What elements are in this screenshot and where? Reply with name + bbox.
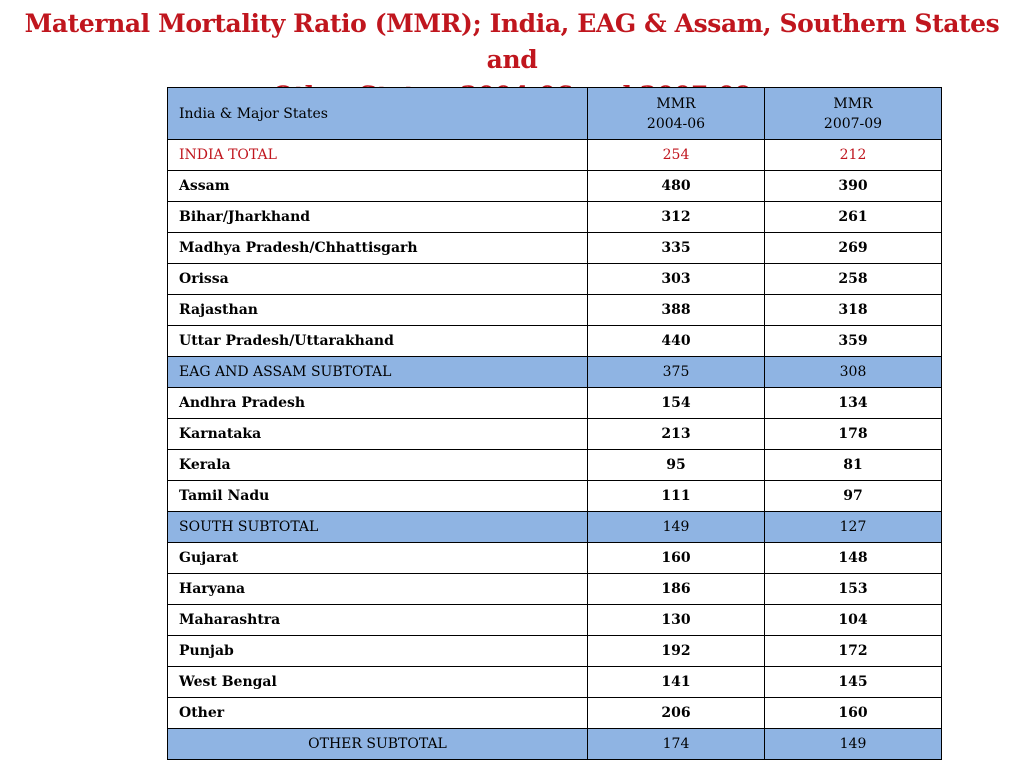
state-name-cell: SOUTH SUBTOTAL bbox=[167, 511, 588, 543]
table-row: Karnataka 213 178 bbox=[167, 418, 942, 450]
table-row: Orissa 303 258 bbox=[167, 263, 942, 295]
mmr-2007-09-cell: 212 bbox=[764, 139, 942, 171]
mmr-2007-09-cell: 104 bbox=[764, 604, 942, 636]
mmr-2007-09-cell: 149 bbox=[764, 728, 942, 760]
state-name-cell: Andhra Pradesh bbox=[167, 387, 588, 419]
table-row: OTHER SUBTOTAL 174 149 bbox=[167, 728, 942, 760]
table-row: EAG AND ASSAM SUBTOTAL 375 308 bbox=[167, 356, 942, 388]
mmr-2004-06-cell: 111 bbox=[587, 480, 765, 512]
mmr-2004-06-cell: 254 bbox=[587, 139, 765, 171]
state-name-cell: Karnataka bbox=[167, 418, 588, 450]
state-name-cell: OTHER SUBTOTAL bbox=[167, 728, 588, 760]
header-mmr-2004-06-period: 2004-06 bbox=[646, 115, 706, 132]
header-state: India & Major States bbox=[167, 87, 588, 140]
state-name-cell: West Bengal bbox=[167, 666, 588, 698]
header-mmr-2004-06: MMR 2004-06 bbox=[587, 87, 765, 140]
mmr-2004-06-cell: 213 bbox=[587, 418, 765, 450]
mmr-2004-06-cell: 375 bbox=[587, 356, 765, 388]
state-name-cell: Haryana bbox=[167, 573, 588, 605]
mmr-2004-06-cell: 312 bbox=[587, 201, 765, 233]
mmr-2007-09-cell: 148 bbox=[764, 542, 942, 574]
state-name-cell: Tamil Nadu bbox=[167, 480, 588, 512]
mmr-2007-09-cell: 178 bbox=[764, 418, 942, 450]
table-row: Haryana 186 153 bbox=[167, 573, 942, 605]
mmr-2004-06-cell: 335 bbox=[587, 232, 765, 264]
mmr-2007-09-cell: 172 bbox=[764, 635, 942, 667]
state-name-cell: Other bbox=[167, 697, 588, 729]
mmr-2007-09-cell: 81 bbox=[764, 449, 942, 481]
table-row: West Bengal 141 145 bbox=[167, 666, 942, 698]
table-row: Andhra Pradesh 154 134 bbox=[167, 387, 942, 419]
mmr-2007-09-cell: 269 bbox=[764, 232, 942, 264]
mmr-2007-09-cell: 97 bbox=[764, 480, 942, 512]
mmr-2007-09-cell: 134 bbox=[764, 387, 942, 419]
mmr-2007-09-cell: 258 bbox=[764, 263, 942, 295]
state-name-cell: Uttar Pradesh/Uttarakhand bbox=[167, 325, 588, 357]
table-row: Madhya Pradesh/Chhattisgarh 335 269 bbox=[167, 232, 942, 264]
mmr-2007-09-cell: 127 bbox=[764, 511, 942, 543]
table-row: Rajasthan 388 318 bbox=[167, 294, 942, 326]
state-name-cell: Bihar/Jharkhand bbox=[167, 201, 588, 233]
table-row: Tamil Nadu 111 97 bbox=[167, 480, 942, 512]
mmr-2007-09-cell: 153 bbox=[764, 573, 942, 605]
table-row: Gujarat 160 148 bbox=[167, 542, 942, 574]
mmr-2004-06-cell: 303 bbox=[587, 263, 765, 295]
table-row: Assam 480 390 bbox=[167, 170, 942, 202]
state-name-cell: Orissa bbox=[167, 263, 588, 295]
mmr-2007-09-cell: 261 bbox=[764, 201, 942, 233]
mmr-2004-06-cell: 206 bbox=[587, 697, 765, 729]
table-row: SOUTH SUBTOTAL 149 127 bbox=[167, 511, 942, 543]
table-row: Uttar Pradesh/Uttarakhand 440 359 bbox=[167, 325, 942, 357]
mmr-2004-06-cell: 186 bbox=[587, 573, 765, 605]
state-name-cell: Kerala bbox=[167, 449, 588, 481]
mmr-2004-06-cell: 149 bbox=[587, 511, 765, 543]
mmr-2004-06-cell: 95 bbox=[587, 449, 765, 481]
table-row: Bihar/Jharkhand 312 261 bbox=[167, 201, 942, 233]
mmr-2004-06-cell: 440 bbox=[587, 325, 765, 357]
header-mmr-2007-09-period: 2007-09 bbox=[823, 115, 883, 132]
mmr-2007-09-cell: 359 bbox=[764, 325, 942, 357]
table-row: Other 206 160 bbox=[167, 697, 942, 729]
mmr-2007-09-cell: 390 bbox=[764, 170, 942, 202]
mmr-2007-09-cell: 145 bbox=[764, 666, 942, 698]
state-name-cell: EAG AND ASSAM SUBTOTAL bbox=[167, 356, 588, 388]
slide-title-line-1: Maternal Mortality Ratio (MMR); India, E… bbox=[24, 9, 1000, 74]
mmr-2004-06-cell: 192 bbox=[587, 635, 765, 667]
state-name-cell: Gujarat bbox=[167, 542, 588, 574]
header-mmr-2007-09-label: MMR bbox=[833, 95, 873, 112]
state-name-cell: Punjab bbox=[167, 635, 588, 667]
state-name-cell: INDIA TOTAL bbox=[167, 139, 588, 171]
mmr-table: India & Major States MMR 2004-06 MMR 200… bbox=[167, 87, 942, 760]
mmr-2004-06-cell: 130 bbox=[587, 604, 765, 636]
state-name-cell: Rajasthan bbox=[167, 294, 588, 326]
mmr-2007-09-cell: 318 bbox=[764, 294, 942, 326]
table-header-row: India & Major States MMR 2004-06 MMR 200… bbox=[167, 87, 942, 140]
table-body: INDIA TOTAL 254 212 Assam 480 390 Bihar/Jharkh… bbox=[167, 139, 942, 760]
mmr-2004-06-cell: 388 bbox=[587, 294, 765, 326]
mmr-2004-06-cell: 141 bbox=[587, 666, 765, 698]
mmr-2004-06-cell: 174 bbox=[587, 728, 765, 760]
table-row: INDIA TOTAL 254 212 bbox=[167, 139, 942, 171]
state-name-cell: Madhya Pradesh/Chhattisgarh bbox=[167, 232, 588, 264]
state-name-cell: Assam bbox=[167, 170, 588, 202]
table-row: Punjab 192 172 bbox=[167, 635, 942, 667]
header-mmr-2007-09: MMR 2007-09 bbox=[764, 87, 942, 140]
table-row: Maharashtra 130 104 bbox=[167, 604, 942, 636]
mmr-2004-06-cell: 160 bbox=[587, 542, 765, 574]
header-mmr-2004-06-label: MMR bbox=[656, 95, 696, 112]
table-row: Kerala 95 81 bbox=[167, 449, 942, 481]
mmr-2007-09-cell: 308 bbox=[764, 356, 942, 388]
mmr-2004-06-cell: 480 bbox=[587, 170, 765, 202]
state-name-cell: Maharashtra bbox=[167, 604, 588, 636]
mmr-2004-06-cell: 154 bbox=[587, 387, 765, 419]
mmr-2007-09-cell: 160 bbox=[764, 697, 942, 729]
